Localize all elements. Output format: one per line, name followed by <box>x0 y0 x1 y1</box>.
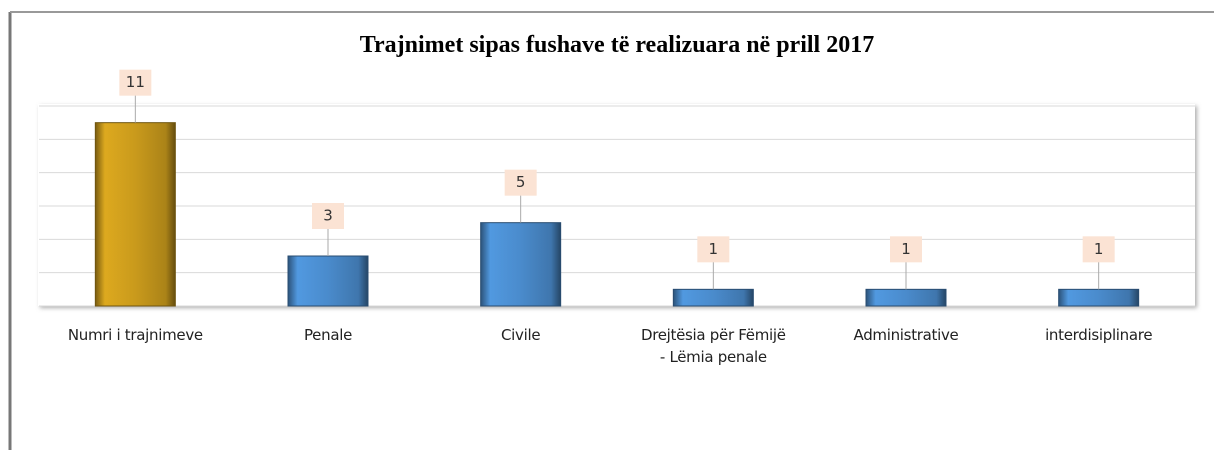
data-label: 1 <box>901 240 911 258</box>
bar <box>865 288 947 307</box>
x-tick-label: Administrative <box>853 326 959 344</box>
bar <box>287 255 369 307</box>
data-label-box <box>312 203 344 229</box>
plot-area <box>38 104 1195 306</box>
data-label-box <box>697 236 730 263</box>
x-tick-label: Drejtësia për Fëmijë - Lëmia penale <box>640 326 786 366</box>
data-label: 5 <box>516 173 526 191</box>
x-tick-label: Penale <box>303 326 353 344</box>
data-label: 3 <box>323 207 333 225</box>
data-label-box <box>504 169 537 196</box>
chart-title: Trajnimet sipas fushave të realizuara në… <box>360 32 874 58</box>
x-tick-label: Numri i trajnimeve <box>67 326 203 344</box>
bar <box>1058 288 1140 307</box>
data-label-box <box>1082 236 1115 263</box>
bar <box>672 288 754 307</box>
data-label-box <box>890 236 922 263</box>
x-tick-label: interdisiplinare <box>1045 326 1153 344</box>
x-tick-label: Civile <box>501 326 541 344</box>
data-label: 1 <box>1094 240 1104 258</box>
bar <box>480 222 562 307</box>
bar <box>94 122 176 307</box>
data-label: 11 <box>126 73 145 91</box>
data-label-box <box>119 69 152 96</box>
data-label: 1 <box>709 240 719 258</box>
